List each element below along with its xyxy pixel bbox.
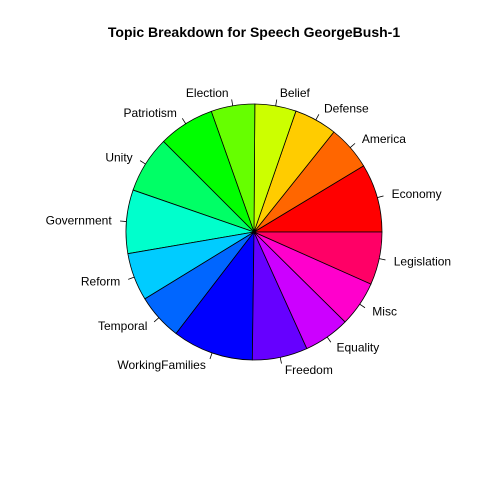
slice-label-reform: Reform (81, 275, 120, 289)
slice-label-defense: Defense (324, 102, 369, 116)
label-tick-america (349, 143, 356, 148)
label-tick-reform (128, 276, 135, 280)
slice-label-election: Election (186, 86, 229, 100)
label-tick-defense (315, 114, 320, 121)
label-tick-election (231, 99, 234, 106)
slice-label-equality: Equality (337, 341, 380, 355)
slice-label-america: America (362, 132, 406, 146)
label-tick-workingfamilies (209, 352, 213, 360)
label-ticks (120, 99, 386, 364)
slice-label-economy: Economy (392, 187, 442, 201)
slice-label-workingfamilies: WorkingFamilies (117, 358, 205, 372)
label-tick-belief (275, 99, 278, 106)
chart-title: Topic Breakdown for Speech GeorgeBush-1 (108, 24, 400, 40)
slice-label-patriotism: Patriotism (124, 106, 177, 120)
slice-label-temporal: Temporal (98, 319, 147, 333)
slice-label-unity: Unity (105, 150, 132, 164)
label-tick-unity (139, 160, 146, 165)
label-tick-freedom (279, 357, 282, 364)
label-tick-government (120, 220, 127, 222)
pie-slices (125, 103, 383, 361)
slice-label-freedom: Freedom (285, 363, 333, 377)
slice-label-legislation: Legislation (394, 254, 451, 268)
label-tick-economy (377, 195, 384, 199)
slice-label-belief: Belief (280, 86, 311, 100)
slice-label-misc: Misc (372, 304, 397, 318)
slice-labels: Economy America Defense Belief Election Patri… (46, 86, 451, 377)
label-tick-equality (326, 336, 332, 343)
label-tick-temporal (153, 317, 160, 323)
pie-slice-workingfamilies (175, 230, 255, 361)
label-tick-misc (359, 303, 366, 309)
slice-label-government: Government (46, 213, 113, 227)
label-tick-legislation (379, 258, 386, 261)
label-tick-patriotism (181, 118, 187, 124)
